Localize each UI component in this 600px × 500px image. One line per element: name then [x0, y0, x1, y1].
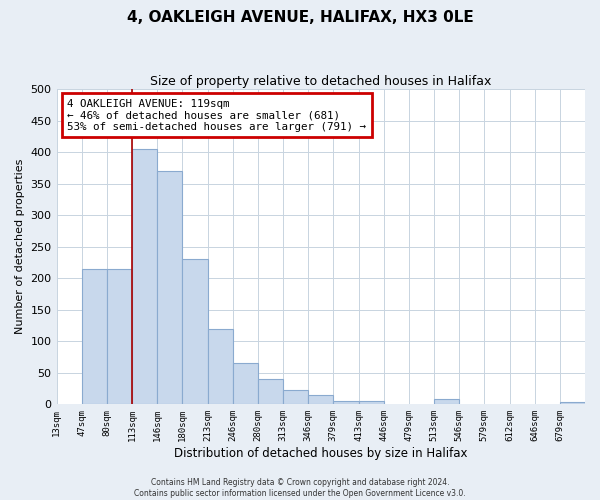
Bar	[560, 402, 585, 404]
Bar	[208, 328, 233, 404]
Bar	[359, 401, 383, 404]
Bar	[258, 379, 283, 404]
Bar	[157, 171, 182, 404]
Text: Contains HM Land Registry data © Crown copyright and database right 2024.
Contai: Contains HM Land Registry data © Crown c…	[134, 478, 466, 498]
Bar	[334, 401, 359, 404]
Bar	[283, 390, 308, 404]
X-axis label: Distribution of detached houses by size in Halifax: Distribution of detached houses by size …	[174, 447, 467, 460]
Bar	[132, 149, 157, 405]
Bar	[82, 269, 107, 404]
Text: 4, OAKLEIGH AVENUE, HALIFAX, HX3 0LE: 4, OAKLEIGH AVENUE, HALIFAX, HX3 0LE	[127, 10, 473, 25]
Bar	[107, 269, 132, 404]
Bar	[233, 364, 258, 405]
Text: 4 OAKLEIGH AVENUE: 119sqm
← 46% of detached houses are smaller (681)
53% of semi: 4 OAKLEIGH AVENUE: 119sqm ← 46% of detac…	[67, 98, 366, 132]
Bar	[308, 395, 334, 404]
Bar	[182, 260, 208, 404]
Bar	[434, 400, 459, 404]
Y-axis label: Number of detached properties: Number of detached properties	[15, 159, 25, 334]
Title: Size of property relative to detached houses in Halifax: Size of property relative to detached ho…	[150, 75, 491, 88]
